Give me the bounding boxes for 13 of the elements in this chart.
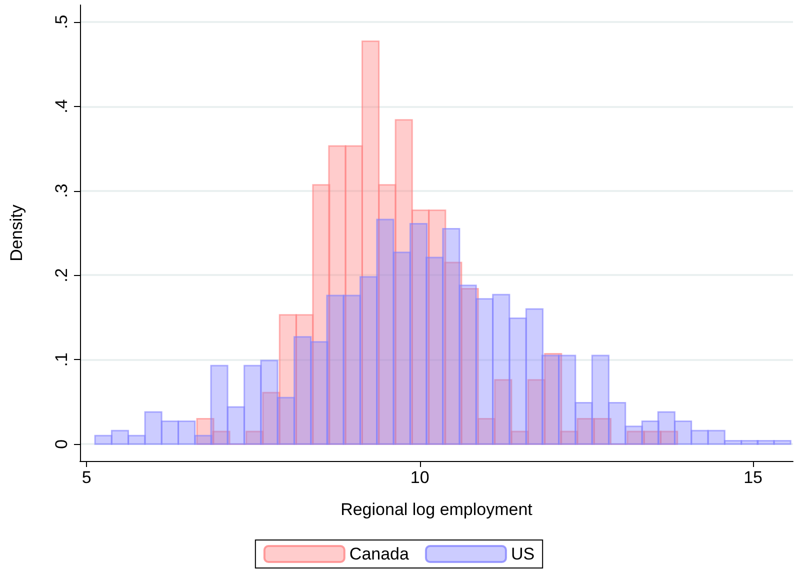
legend-label: US <box>510 544 535 564</box>
legend-label: Canada <box>349 544 410 564</box>
y-tick-label: .2 <box>52 268 71 282</box>
y-tick-label: .4 <box>52 99 71 114</box>
x-tick-label: 10 <box>410 468 430 487</box>
x-tick-label: 5 <box>82 468 92 487</box>
y-axis-title: Density <box>7 204 26 262</box>
x-axis-title: Regional log employment <box>340 500 533 519</box>
y-tick-label: 0 <box>52 439 71 449</box>
y-tick-label: .1 <box>52 352 71 367</box>
y-tick-label: .3 <box>52 184 71 198</box>
x-tick-label: 15 <box>744 468 762 487</box>
y-tick-label: .5 <box>52 14 71 29</box>
